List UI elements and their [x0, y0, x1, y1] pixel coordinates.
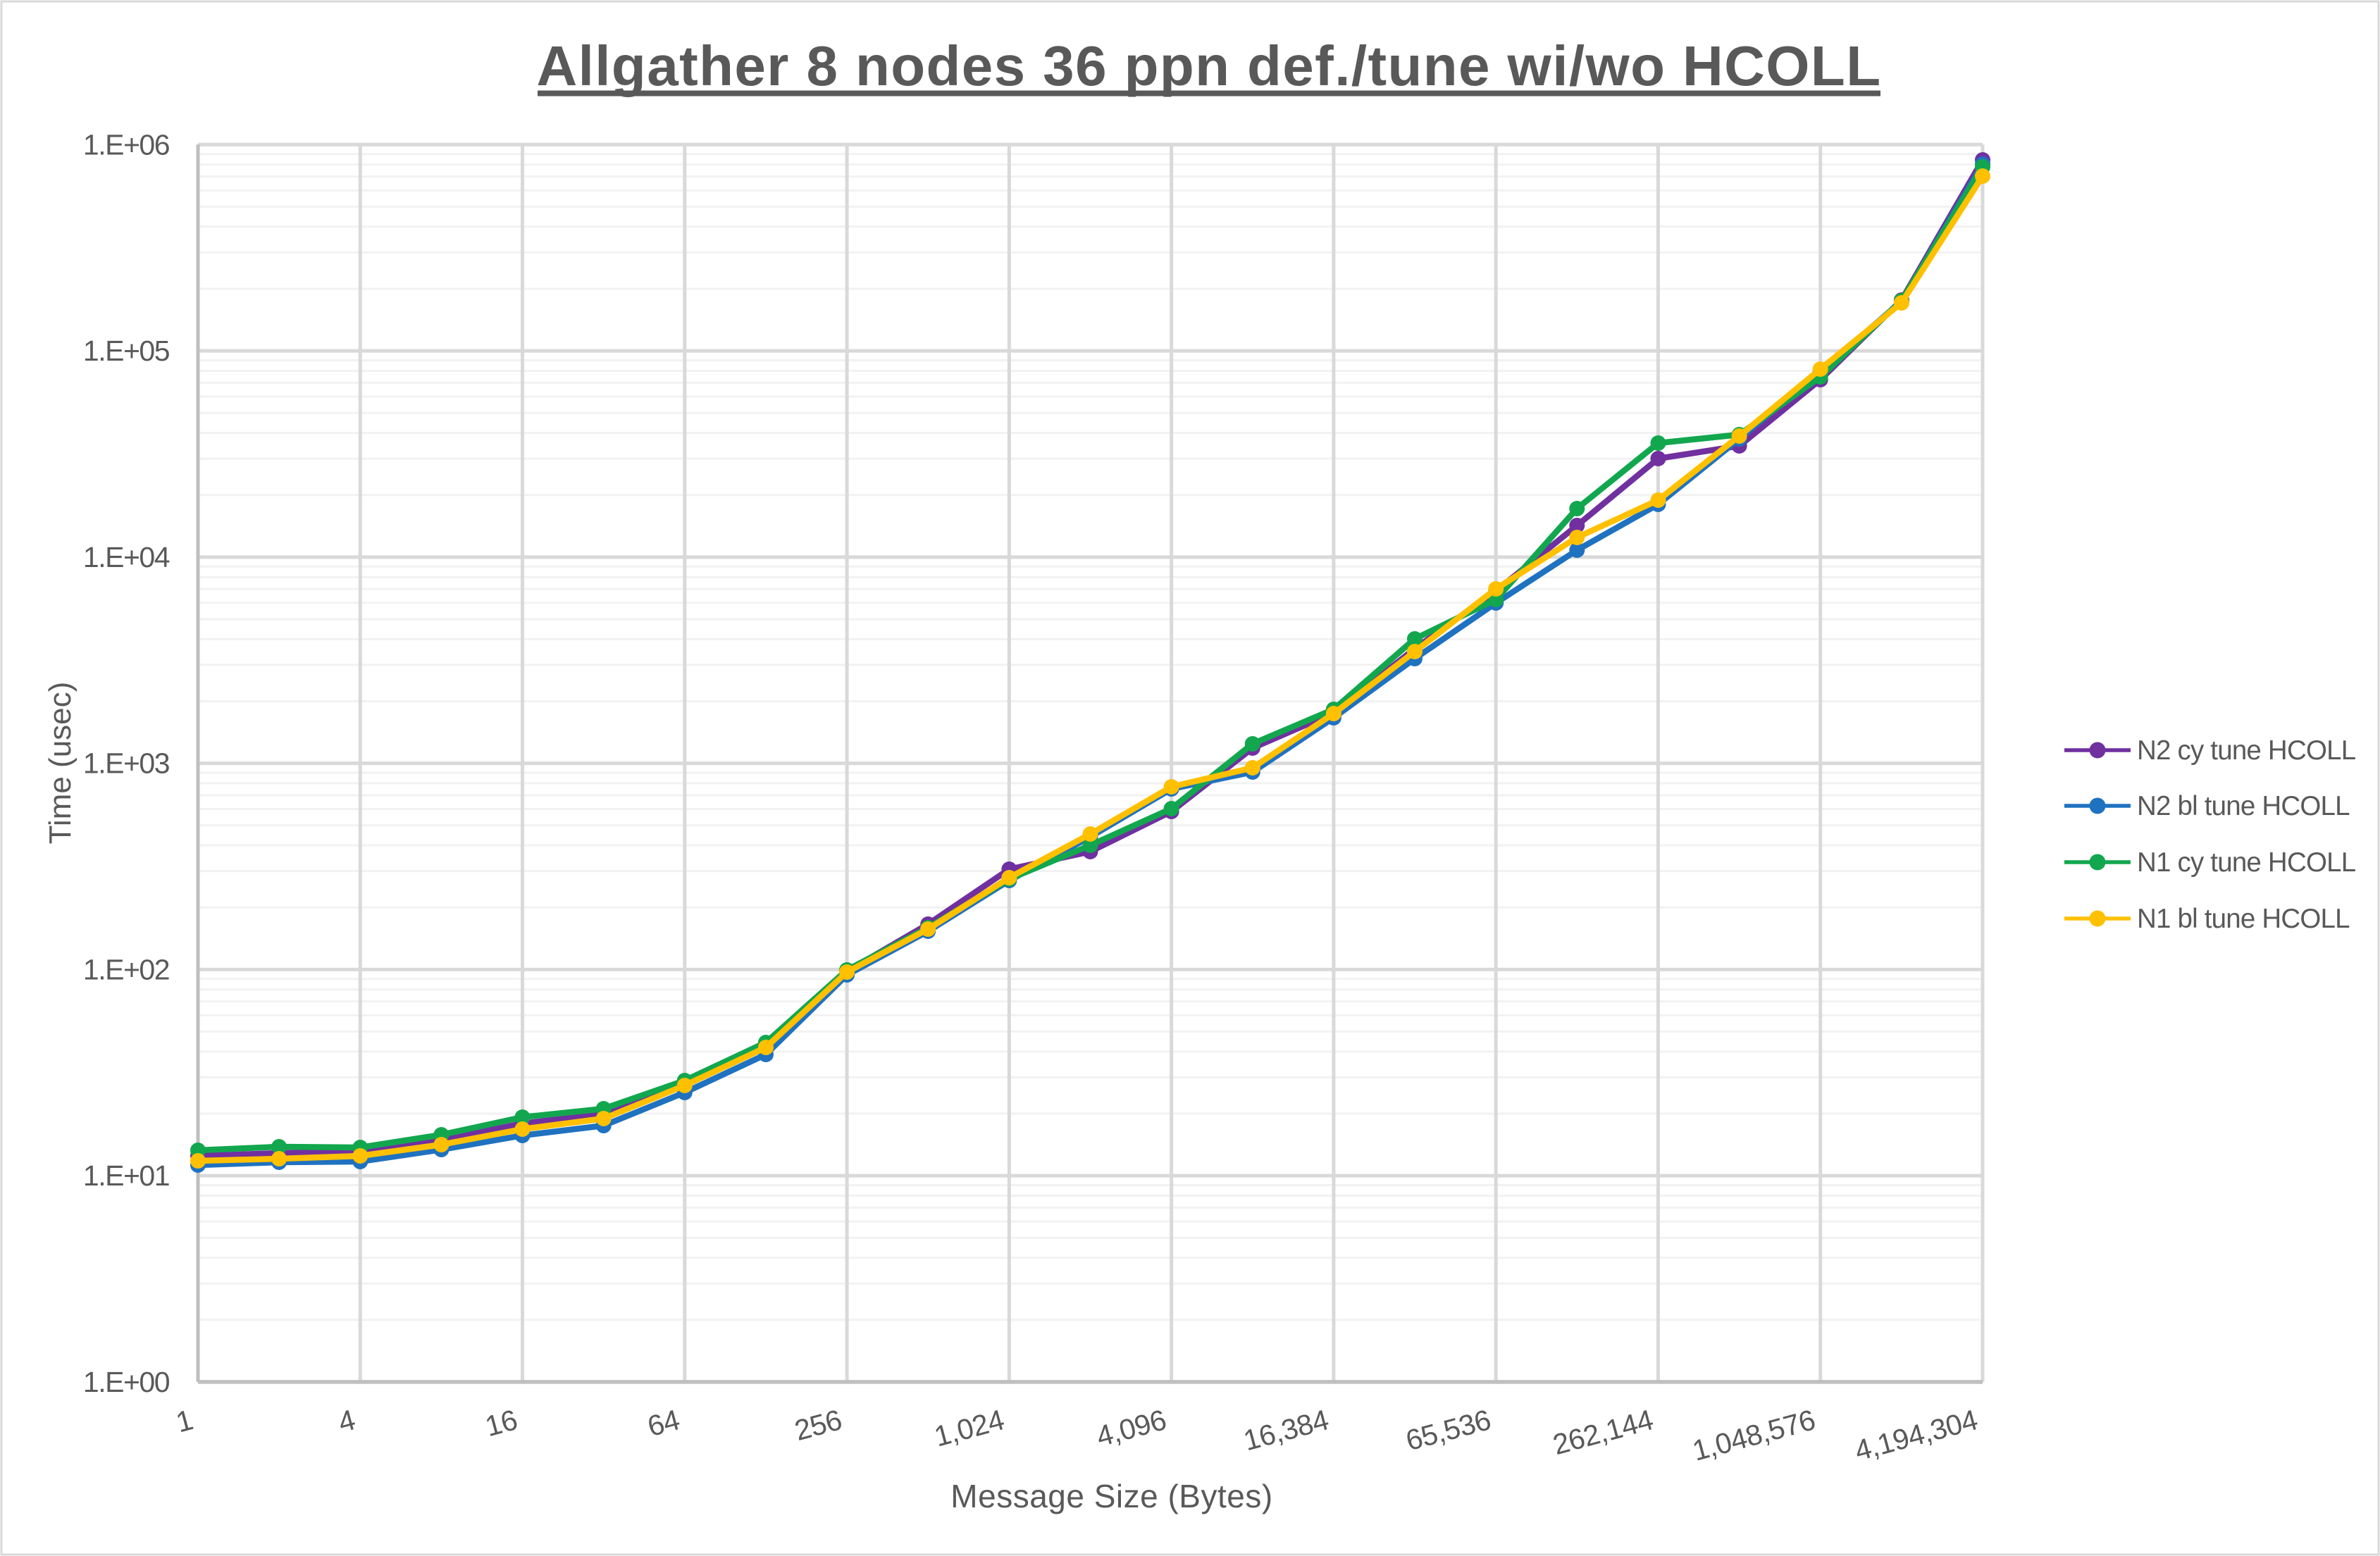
svg-text:N1 cy tune HCOLL: N1 cy tune HCOLL [2137, 847, 2356, 878]
svg-text:1.E+03: 1.E+03 [83, 747, 169, 780]
svg-text:1.E+05: 1.E+05 [83, 335, 170, 367]
svg-text:Allgather 8 nodes 36 ppn def./: Allgather 8 nodes 36 ppn def./tune wi/wo… [537, 35, 1882, 97]
svg-text:N2 cy tune HCOLL: N2 cy tune HCOLL [2137, 735, 2356, 766]
svg-text:1.E+01: 1.E+01 [83, 1159, 169, 1192]
svg-text:Message Size (Bytes): Message Size (Bytes) [950, 1478, 1272, 1514]
svg-text:1.E+06: 1.E+06 [83, 128, 169, 161]
svg-text:Time (usec): Time (usec) [43, 682, 78, 845]
svg-text:1.E+02: 1.E+02 [83, 953, 169, 985]
svg-text:1.E+00: 1.E+00 [83, 1366, 170, 1398]
svg-text:1.E+04: 1.E+04 [83, 541, 170, 573]
svg-text:N2 bl tune HCOLL: N2 bl tune HCOLL [2137, 791, 2350, 821]
svg-text:N1 bl tune HCOLL: N1 bl tune HCOLL [2137, 904, 2350, 934]
